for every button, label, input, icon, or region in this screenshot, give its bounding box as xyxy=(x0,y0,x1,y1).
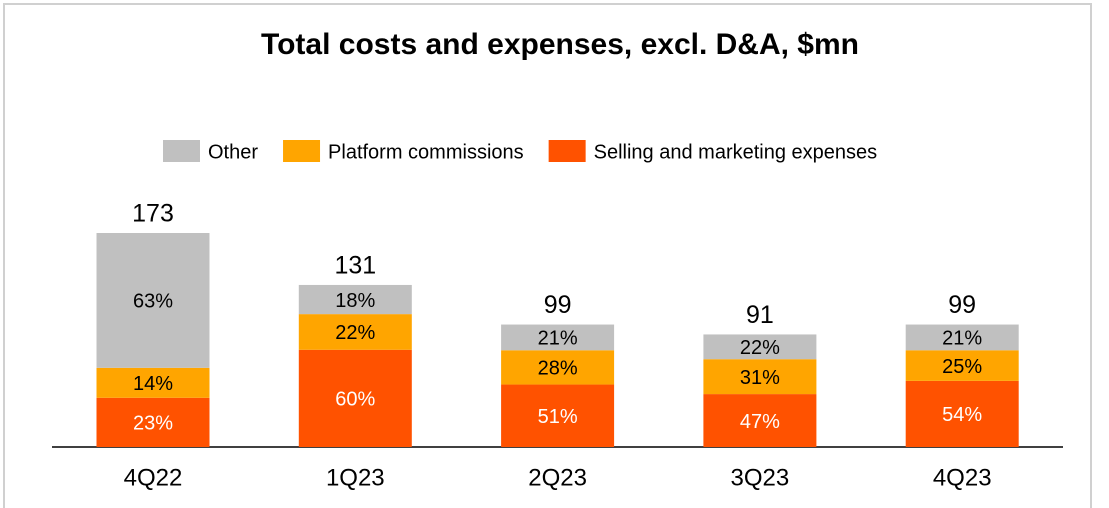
total-label: 91 xyxy=(746,301,774,329)
data-label: 60% xyxy=(335,389,375,411)
bar-segment xyxy=(96,233,210,368)
data-label: 28% xyxy=(538,358,578,380)
chart-title: Total costs and expenses, excl. D&A, $mn xyxy=(261,28,859,61)
bar-segment xyxy=(298,349,412,447)
bar-segment xyxy=(298,284,412,315)
bar-segment xyxy=(703,394,817,447)
data-label: 21% xyxy=(538,328,578,350)
frame xyxy=(3,3,1092,508)
data-label: 21% xyxy=(942,328,982,350)
legend-swatch xyxy=(283,140,321,162)
bar-segment xyxy=(703,334,817,360)
data-label: 22% xyxy=(335,322,375,344)
data-label: 14% xyxy=(133,373,173,395)
bar-segment xyxy=(905,380,1019,447)
data-label: 63% xyxy=(133,291,173,313)
data-label: 31% xyxy=(740,367,780,389)
legend-label: Selling and marketing expenses xyxy=(594,141,878,163)
legend-label: Other xyxy=(208,141,258,163)
bar-segment xyxy=(703,359,817,395)
data-label: 23% xyxy=(133,413,173,435)
legend-swatch xyxy=(548,140,586,162)
bar-segment xyxy=(905,324,1019,351)
x-tick-label: 4Q23 xyxy=(933,464,992,491)
total-label: 131 xyxy=(334,252,376,280)
x-tick-label: 2Q23 xyxy=(528,464,587,491)
bar-segment xyxy=(501,384,615,447)
bar-segment xyxy=(905,350,1019,381)
total-label: 99 xyxy=(544,291,572,319)
legend-label: Platform commissions xyxy=(328,141,524,163)
data-label: 18% xyxy=(335,290,375,312)
bar-segment xyxy=(96,397,210,447)
bar-segment xyxy=(501,350,615,385)
bar-segment xyxy=(501,324,615,351)
total-label: 173 xyxy=(132,200,174,228)
x-tick-label: 1Q23 xyxy=(326,464,385,491)
bar-segment xyxy=(96,367,210,398)
data-label: 51% xyxy=(538,406,578,428)
bar-segment xyxy=(298,314,412,350)
total-label: 99 xyxy=(948,291,976,319)
data-label: 54% xyxy=(942,404,982,426)
data-label: 47% xyxy=(740,411,780,433)
data-label: 25% xyxy=(942,356,982,378)
legend-swatch xyxy=(163,140,200,162)
x-tick-label: 3Q23 xyxy=(731,464,790,491)
data-label: 22% xyxy=(740,337,780,359)
x-tick-label: 4Q22 xyxy=(124,464,183,491)
